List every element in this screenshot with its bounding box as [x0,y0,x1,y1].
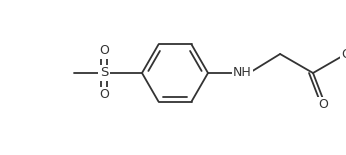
Text: O: O [341,47,346,60]
Text: O: O [99,44,109,58]
Text: O: O [318,98,328,111]
Text: O: O [99,89,109,102]
Text: S: S [100,66,108,80]
Text: NH: NH [233,66,252,80]
